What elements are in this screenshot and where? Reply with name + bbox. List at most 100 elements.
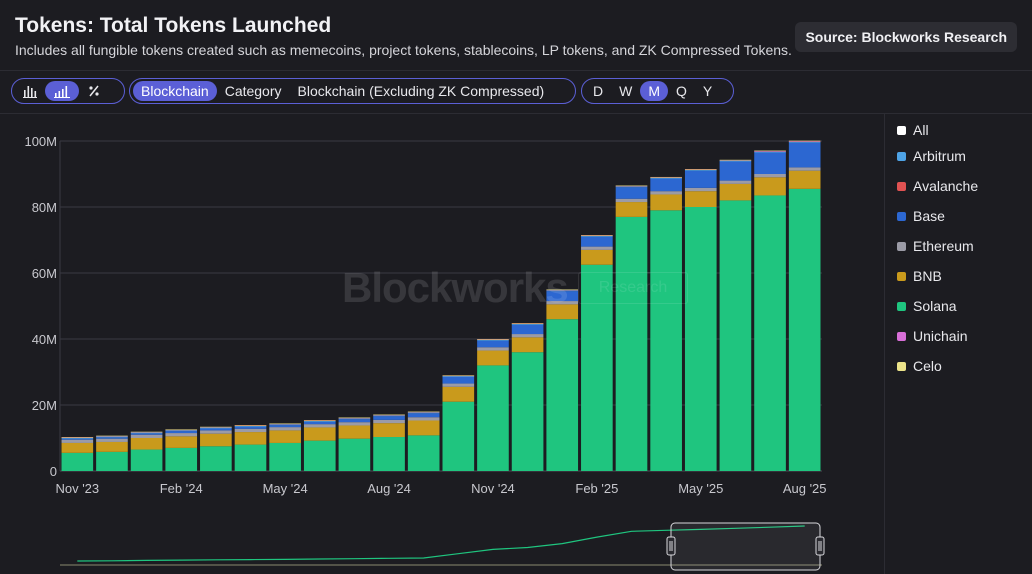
bar-segment-ethereum[interactable] <box>269 427 301 431</box>
bar-stack[interactable] <box>407 411 440 471</box>
interval-day[interactable]: D <box>593 83 604 99</box>
bar-segment-arbitrum[interactable] <box>650 177 682 179</box>
bar-segment-ethereum[interactable] <box>200 430 232 434</box>
bar-segment-celo[interactable] <box>719 159 752 161</box>
bar-segment-solana[interactable] <box>719 200 752 471</box>
bar-stack[interactable] <box>373 414 405 471</box>
bar-segment-arbitrum[interactable] <box>61 437 94 439</box>
bar-segment-ethereum[interactable] <box>407 417 440 421</box>
bar-segment-arbitrum[interactable] <box>407 412 440 414</box>
legend-item-unichain[interactable]: Unichain <box>897 328 967 344</box>
bar-segment-celo[interactable] <box>650 176 682 178</box>
source-badge[interactable]: Source: Blockworks Research <box>795 22 1017 52</box>
bar-segment-avalanche[interactable] <box>407 411 440 413</box>
bar-segment-bnb[interactable] <box>373 423 405 438</box>
bar-segment-base[interactable] <box>650 178 682 192</box>
bar-segment-avalanche[interactable] <box>581 235 613 236</box>
bar-stack[interactable] <box>96 435 128 471</box>
bar-segment-avalanche[interactable] <box>200 427 232 428</box>
bar-segment-arbitrum[interactable] <box>165 430 198 432</box>
bar-segment-solana[interactable] <box>96 451 128 471</box>
bar-segment-bnb[interactable] <box>234 432 267 445</box>
bar-segment-ethereum[interactable] <box>442 383 475 387</box>
bar-stack[interactable] <box>546 289 579 472</box>
bar-stack[interactable] <box>442 375 475 471</box>
bar-segment-base[interactable] <box>788 142 821 168</box>
bar-segment-ethereum[interactable] <box>581 246 613 250</box>
bar-segment-solana[interactable] <box>546 319 579 471</box>
tab-blockchain[interactable]: Blockchain <box>133 81 217 101</box>
bar-segment-celo[interactable] <box>96 435 128 437</box>
bar-segment-arbitrum[interactable] <box>130 432 163 434</box>
bar-chart-icon[interactable] <box>15 81 45 101</box>
bar-segment-bnb[interactable] <box>269 430 301 443</box>
bar-segment-celo[interactable] <box>61 437 94 438</box>
bar-segment-arbitrum[interactable] <box>373 415 405 417</box>
bar-segment-avalanche[interactable] <box>165 429 198 431</box>
bar-segment-solana[interactable] <box>754 195 786 471</box>
bar-stack[interactable] <box>581 235 613 471</box>
bar-segment-celo[interactable] <box>165 429 198 430</box>
bar-segment-base[interactable] <box>546 291 579 302</box>
bar-stack[interactable] <box>269 423 301 471</box>
bar-segment-solana[interactable] <box>442 401 475 471</box>
bar-segment-avalanche[interactable] <box>234 425 267 426</box>
bar-segment-arbitrum[interactable] <box>788 141 821 143</box>
bar-segment-base[interactable] <box>407 413 440 418</box>
bar-segment-solana[interactable] <box>303 440 336 471</box>
bar-segment-arbitrum[interactable] <box>477 339 509 341</box>
bar-segment-base[interactable] <box>511 324 544 335</box>
bar-segment-base[interactable] <box>719 161 752 181</box>
bar-segment-avalanche[interactable] <box>650 177 682 178</box>
navigator-handle-right[interactable] <box>815 536 825 556</box>
interval-quarter[interactable]: Q <box>676 83 687 99</box>
bar-stack[interactable] <box>754 150 786 471</box>
bar-segment-celo[interactable] <box>130 431 163 433</box>
legend-item-bnb[interactable]: BNB <box>897 268 942 284</box>
bar-segment-base[interactable] <box>130 433 163 435</box>
bar-segment-ethereum[interactable] <box>303 424 336 428</box>
bar-segment-bnb[interactable] <box>581 249 613 265</box>
bar-segment-avalanche[interactable] <box>61 437 94 438</box>
bar-segment-avalanche[interactable] <box>303 420 336 422</box>
bar-segment-bnb[interactable] <box>511 337 544 353</box>
bar-segment-solana[interactable] <box>615 216 648 471</box>
bar-segment-celo[interactable] <box>477 339 509 340</box>
bar-segment-arbitrum[interactable] <box>754 151 786 153</box>
bar-segment-celo[interactable] <box>407 411 440 413</box>
bar-segment-arbitrum[interactable] <box>96 436 128 438</box>
bar-segment-avalanche[interactable] <box>442 375 475 377</box>
bar-segment-ethereum[interactable] <box>338 422 371 426</box>
bar-segment-solana[interactable] <box>407 435 440 471</box>
bar-segment-solana[interactable] <box>511 352 544 471</box>
bar-segment-solana[interactable] <box>200 446 232 471</box>
bar-segment-bnb[interactable] <box>200 433 232 447</box>
bar-segment-celo[interactable] <box>442 375 475 376</box>
bar-segment-ethereum[interactable] <box>373 419 405 424</box>
stacked-bar-chart-icon[interactable] <box>45 81 79 101</box>
bar-segment-celo[interactable] <box>546 289 579 291</box>
bar-segment-ethereum[interactable] <box>615 198 648 203</box>
navigator-handle-left[interactable] <box>666 536 676 556</box>
interval-month[interactable]: M <box>640 81 669 101</box>
bar-segment-arbitrum[interactable] <box>442 375 475 377</box>
bar-stack[interactable] <box>200 426 232 471</box>
bar-segment-bnb[interactable] <box>477 350 509 366</box>
bar-segment-celo[interactable] <box>684 169 717 170</box>
bar-segment-celo[interactable] <box>269 423 301 424</box>
bar-segment-avalanche[interactable] <box>373 414 405 416</box>
bar-segment-solana[interactable] <box>581 264 613 471</box>
bar-stack[interactable] <box>788 140 821 471</box>
bar-segment-avalanche[interactable] <box>96 436 128 437</box>
bar-segment-bnb[interactable] <box>165 436 198 448</box>
bar-segment-avalanche[interactable] <box>719 160 752 161</box>
bar-segment-avalanche[interactable] <box>511 323 544 324</box>
bar-stack[interactable] <box>477 339 509 471</box>
bar-stack[interactable] <box>650 176 682 472</box>
bar-segment-avalanche[interactable] <box>546 289 579 291</box>
bar-segment-bnb[interactable] <box>130 438 163 450</box>
legend-item-celo[interactable]: Celo <box>897 358 942 374</box>
bar-segment-avalanche[interactable] <box>477 339 509 340</box>
legend-item-solana[interactable]: Solana <box>897 298 957 314</box>
bar-segment-avalanche[interactable] <box>615 185 648 187</box>
